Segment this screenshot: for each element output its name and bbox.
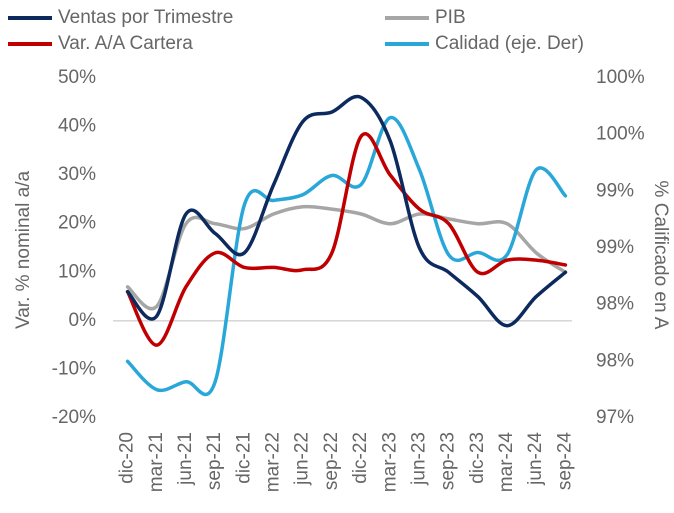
y-tick-label: 10% — [58, 261, 96, 282]
x-tick-label: mar-21 — [146, 432, 167, 492]
y2-tick-label: 100% — [596, 124, 645, 145]
y2-tick-label: 100% — [596, 67, 645, 88]
x-tick-label: dic-22 — [350, 432, 371, 484]
y2-tick-label: 98% — [596, 294, 634, 315]
legend-label: Ventas por Trimestre — [58, 7, 233, 28]
x-tick-label: dic-20 — [117, 432, 138, 484]
legend-label: Calidad (eje. Der) — [435, 33, 584, 54]
series-line — [125, 132, 568, 347]
x-tick-label: jun-23 — [408, 432, 429, 486]
y2-tick-label: 99% — [596, 180, 634, 201]
series-line — [125, 204, 568, 311]
y2-tick-label: 97% — [596, 407, 634, 428]
x-tick-label: dic-23 — [467, 432, 488, 484]
y-tick-label: 20% — [58, 213, 96, 234]
y2-tick-label: 98% — [596, 350, 634, 371]
legend-label: PIB — [435, 7, 466, 28]
y-tick-label: -10% — [52, 358, 96, 379]
y-tick-label: 0% — [69, 310, 97, 331]
y-tick-label: 40% — [58, 116, 96, 137]
y-tick-label: 50% — [58, 67, 96, 88]
x-tick-label: dic-21 — [233, 432, 254, 484]
x-tick-label: mar-24 — [496, 432, 517, 493]
x-tick-label: jun-21 — [175, 432, 196, 486]
y-axis-title: Var. % nominal a/a — [13, 171, 34, 330]
y2-tick-label: 99% — [596, 237, 634, 258]
y-tick-label: -20% — [52, 407, 96, 428]
x-tick-label: jun-24 — [525, 432, 546, 486]
legend-label: Var. A/A Cartera — [58, 33, 193, 54]
y2-axis-title: % Calificado en A — [650, 181, 671, 330]
x-tick-label: sep-21 — [204, 432, 225, 490]
x-tick-label: mar-22 — [263, 432, 284, 492]
x-tick-label: mar-23 — [379, 432, 400, 492]
series-line — [125, 115, 568, 397]
series-line — [125, 94, 568, 328]
y-tick-label: 30% — [58, 164, 96, 185]
x-tick-label: jun-22 — [292, 432, 313, 486]
x-tick-label: sep-24 — [554, 432, 575, 491]
x-tick-label: sep-22 — [321, 432, 342, 490]
x-tick-label: sep-23 — [438, 432, 459, 490]
